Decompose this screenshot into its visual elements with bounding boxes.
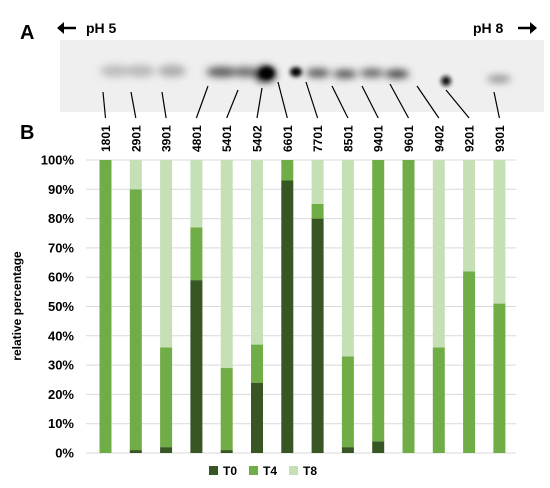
leader-line	[361, 85, 379, 119]
leader-line	[226, 89, 239, 119]
y-tick-label: 60%	[48, 270, 74, 285]
y-axis-title: relative percentage	[10, 251, 24, 361]
bar-segment-t0-9401	[372, 441, 385, 453]
bar-segment-t8-8501	[341, 160, 354, 357]
gridlines	[86, 159, 516, 454]
bar-segment-t4-9201	[463, 271, 476, 453]
legend-label-t0: T0	[223, 464, 237, 478]
leader-line	[445, 89, 470, 119]
spot-leader-lines	[102, 81, 500, 119]
y-axis-ticks: 0% 10% 20% 30% 40% 50% 60% 70% 80% 90% 100%	[41, 153, 75, 461]
bar-segment-t4-9601	[402, 160, 415, 453]
bar-segment-t8-9201	[463, 160, 476, 272]
y-tick-label: 80%	[48, 211, 74, 226]
y-tick-label: 20%	[48, 387, 74, 402]
leader-line	[493, 91, 500, 119]
spot-label: 6601	[281, 125, 295, 152]
legend-label-t8: T8	[303, 464, 317, 478]
bar-segment-t4-9401	[372, 160, 385, 442]
spot-label: 4801	[190, 125, 204, 152]
bar-segment-t8-9402	[432, 160, 445, 348]
y-tick-label: 90%	[48, 182, 74, 197]
bar-segment-t4-5402	[251, 344, 263, 383]
spot-label: 9401	[372, 125, 386, 152]
bar-segment-t0-2901	[129, 450, 142, 453]
bar-segment-t8-5401	[220, 160, 233, 369]
bar-segment-t4-1801	[99, 160, 112, 453]
spot-label: 9601	[402, 125, 416, 152]
leader-line	[305, 81, 319, 119]
gel-image	[60, 40, 544, 112]
panel-a-letter: A	[20, 22, 34, 44]
bar-segment-t0-7701	[311, 218, 324, 453]
bar-segment-t0-4801	[190, 280, 203, 453]
bar-segment-t4-9402	[432, 347, 445, 453]
arrow-left-icon	[57, 22, 76, 34]
leader-line	[416, 85, 440, 119]
y-tick-label: 70%	[48, 240, 74, 255]
bar-segment-t0-3901	[160, 447, 173, 453]
bar-segment-t8-4801	[190, 160, 203, 228]
spot-label: 8501	[341, 125, 355, 152]
bar-segment-t8-7701	[311, 160, 324, 204]
bar-segment-t4-3901	[160, 347, 173, 448]
bar-segment-t4-4801	[190, 227, 203, 281]
spot-label: 3901	[160, 125, 174, 152]
bar-segment-t8-5402	[251, 160, 263, 345]
ph-left-label: pH 5	[86, 20, 117, 36]
bar-segment-t8-9301	[493, 160, 506, 304]
bar-segment-t4-6601	[281, 160, 294, 181]
y-tick-label: 30%	[48, 358, 74, 373]
y-tick-label: 10%	[48, 416, 74, 431]
bar-segment-t0-5401	[220, 450, 233, 453]
ph-right-label: pH 8	[473, 20, 504, 36]
leader-line	[161, 91, 167, 119]
leader-line	[331, 85, 349, 119]
leader-line	[195, 85, 209, 119]
leader-line	[389, 83, 410, 119]
bar-segment-t0-5402	[251, 382, 263, 453]
y-tick-label: 100%	[41, 153, 75, 168]
spot-label: 1801	[99, 125, 113, 152]
panel-b-letter: B	[20, 122, 34, 144]
legend: T0 T4 T8	[209, 464, 317, 478]
spot-label: 9201	[463, 125, 477, 152]
bar-segment-t0-8501	[341, 447, 354, 453]
leader-line	[130, 91, 137, 119]
spot-label: 7701	[311, 125, 325, 152]
bar-segment-t4-2901	[129, 189, 142, 451]
spot-label: 9301	[493, 125, 507, 152]
spot-label: 5402	[251, 125, 265, 152]
legend-swatch-t4	[249, 466, 258, 475]
bar-segment-t4-9301	[493, 303, 506, 453]
y-tick-label: 50%	[48, 299, 74, 314]
leader-line	[277, 81, 288, 119]
bar-segment-t4-8501	[341, 356, 354, 448]
leader-line	[256, 87, 263, 119]
bar-segment-t8-2901	[129, 160, 142, 190]
leader-line	[102, 91, 107, 119]
legend-label-t4: T4	[263, 464, 277, 478]
bar-segment-t0-6601	[281, 180, 294, 453]
bar-segment-t4-5401	[220, 368, 233, 451]
y-tick-label: 0%	[55, 446, 74, 461]
spot-label: 2901	[129, 125, 143, 152]
spot-label: 9402	[432, 125, 446, 152]
y-tick-label: 40%	[48, 328, 74, 343]
stacked-bars	[99, 160, 506, 453]
spot-label: 5401	[220, 125, 234, 152]
spot-labels: 1801 2901 3901 4801 5401 5402 6601 7701 8501 9401…	[99, 125, 507, 152]
legend-swatch-t8	[289, 466, 298, 475]
bar-segment-t8-3901	[160, 160, 173, 348]
legend-swatch-t0	[209, 466, 218, 475]
arrow-right-icon	[518, 22, 537, 34]
bar-segment-t4-7701	[311, 203, 324, 219]
